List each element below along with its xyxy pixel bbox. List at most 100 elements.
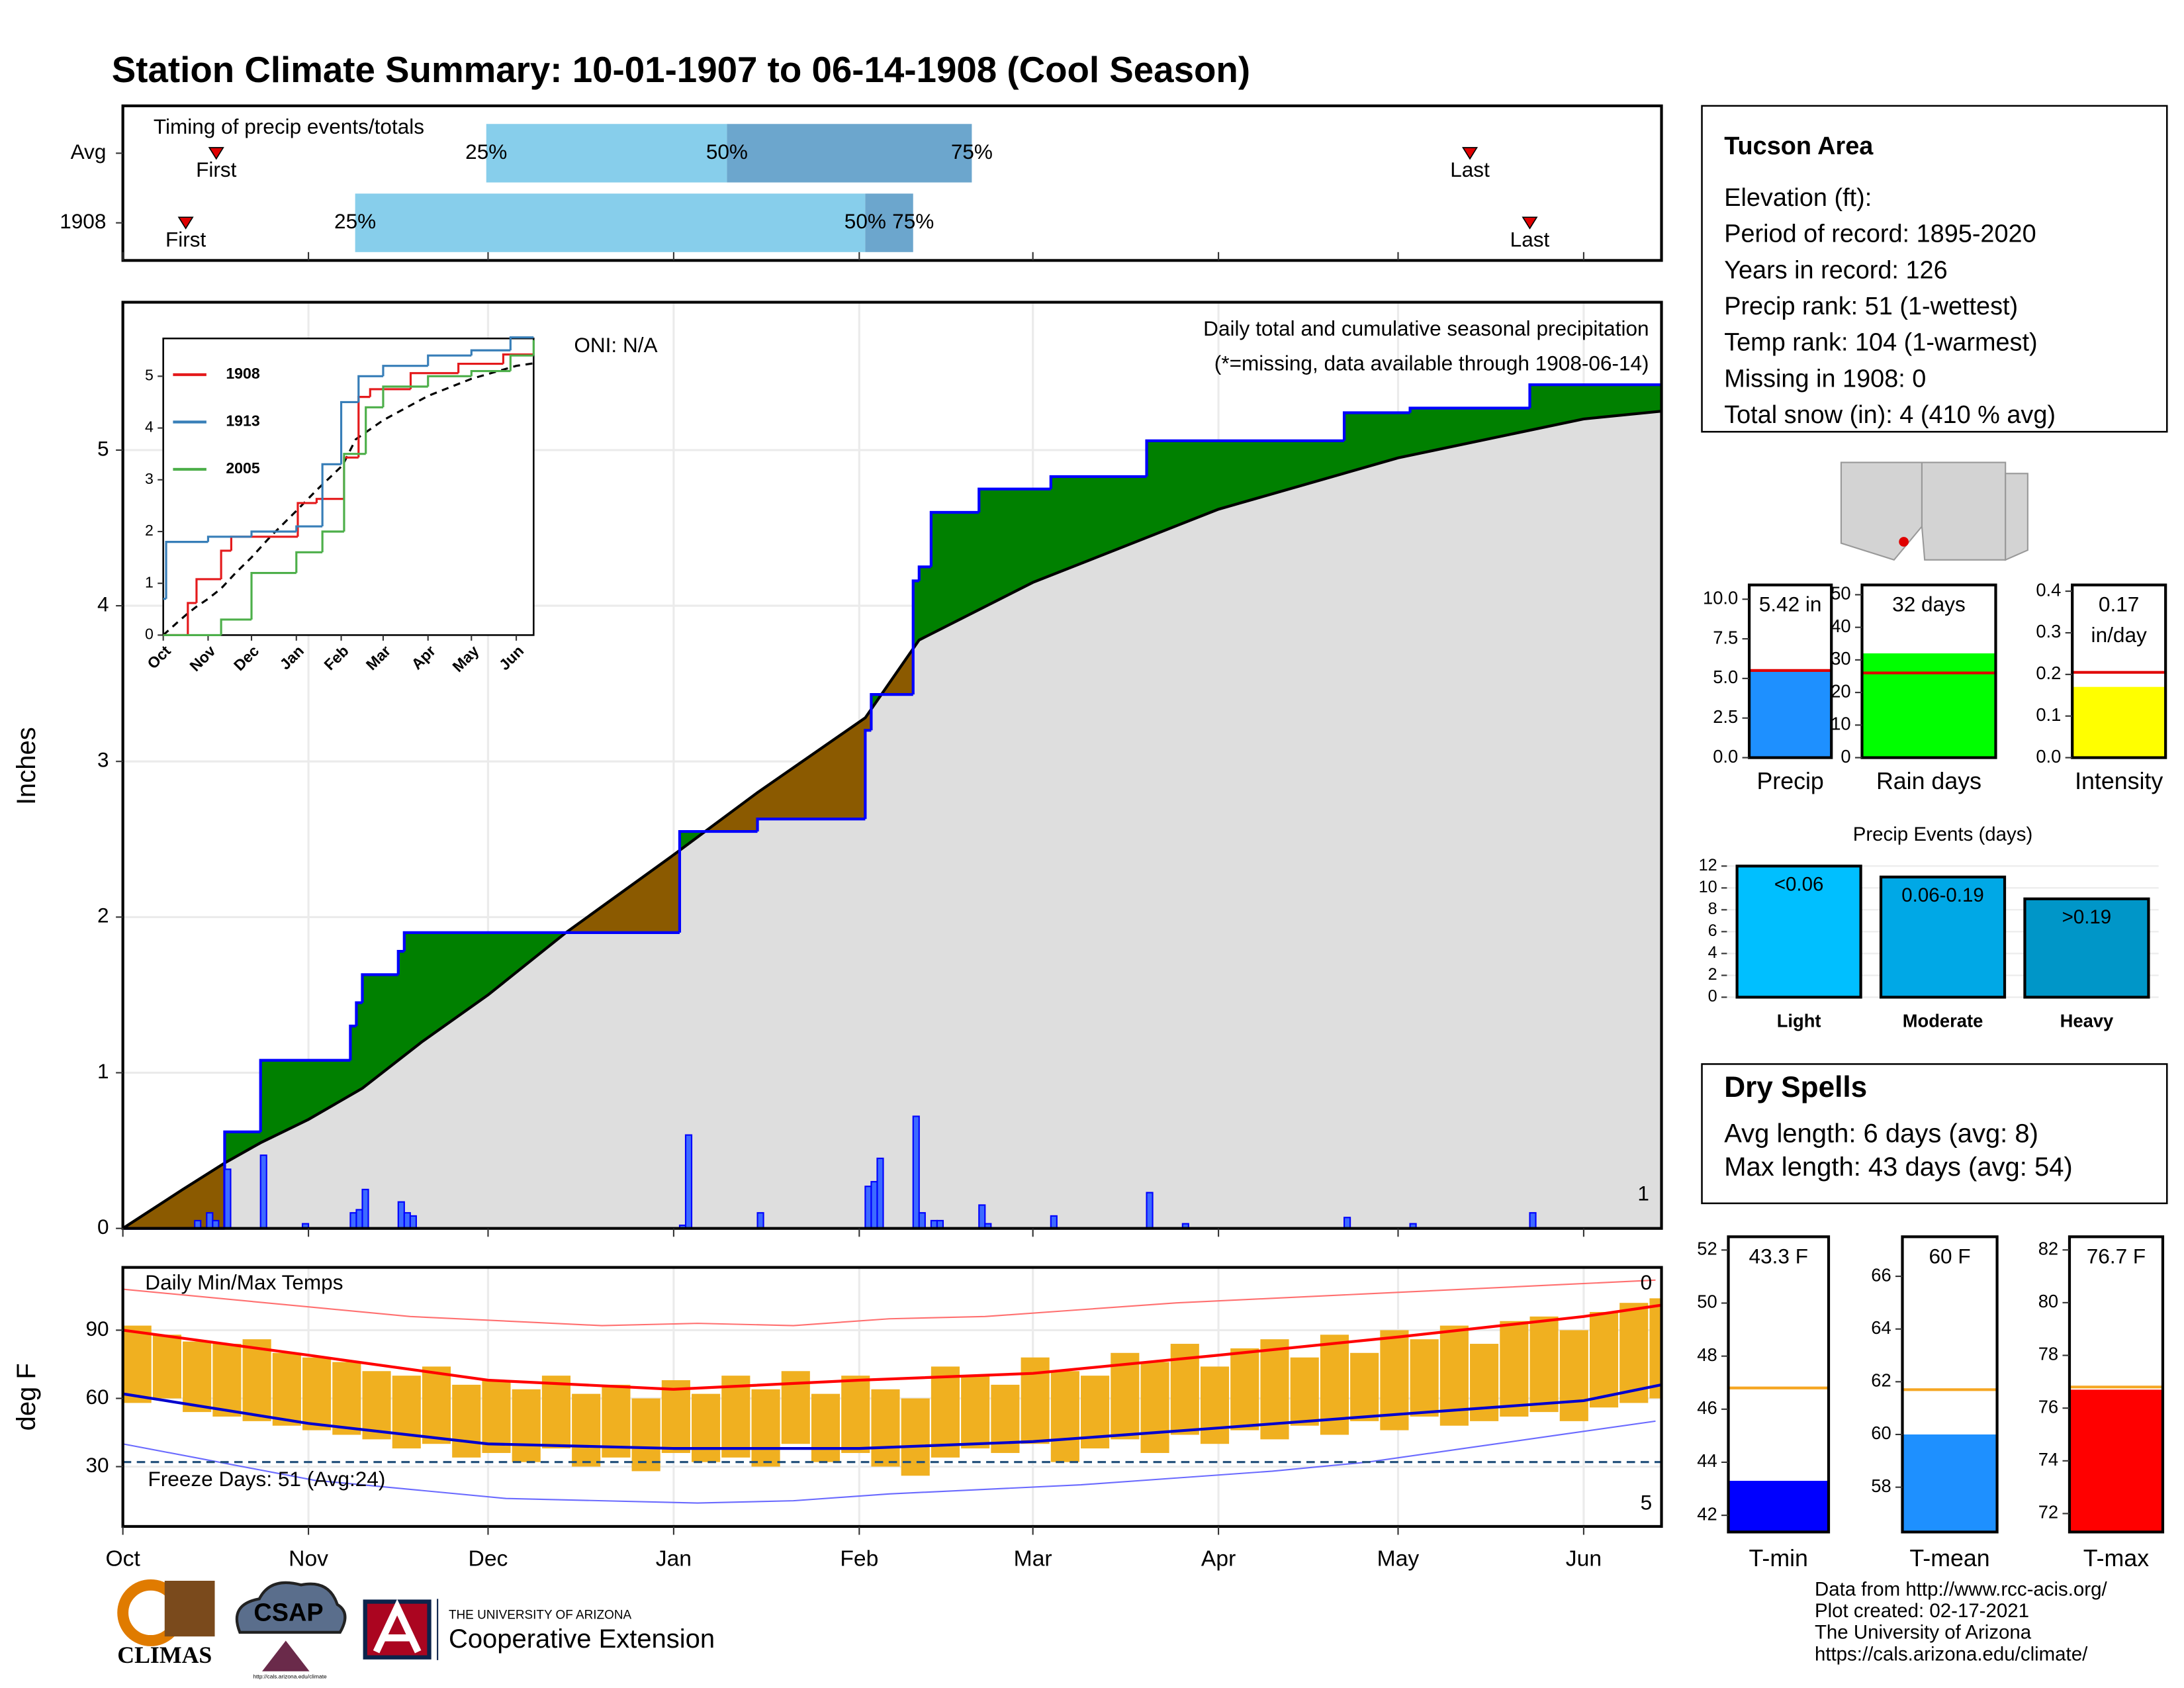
temp-panel-border [121, 1266, 1663, 1528]
info-line: Precip rank: 51 (1-wettest) [1724, 293, 2018, 320]
temp-range-bar [811, 1393, 841, 1462]
gauge-category: T-max [2083, 1545, 2149, 1571]
temp-range-bar [212, 1344, 242, 1417]
daily-precip-bar [355, 1209, 363, 1229]
legend-label: 1908 [226, 365, 260, 382]
y-axis-label: deg F [12, 1363, 41, 1430]
ua-logo-a [373, 1599, 422, 1654]
gauge-category: Intensity [2075, 768, 2163, 794]
gauge-tick-label: 0.0 [2036, 746, 2061, 767]
gauge-tick-label: 66 [1871, 1264, 1891, 1285]
inset-line [340, 400, 359, 465]
y-tick-label: 5 [97, 436, 109, 460]
temp-range-bar [302, 1357, 332, 1430]
gauge-bar [1862, 653, 1996, 758]
temp-range-bar [1140, 1362, 1169, 1453]
ua-small-text: THE UNIVERSITY OF ARIZONA [449, 1609, 632, 1622]
gauge-tick-label: 60 [1871, 1423, 1891, 1443]
inset-line [457, 363, 504, 373]
temp-range-bar [1649, 1298, 1661, 1399]
x-tick-label: May [1377, 1546, 1420, 1571]
gauge-bar [1749, 671, 1832, 758]
event-label: First [165, 227, 206, 251]
cumulative-line [1528, 383, 1662, 408]
dry-spells-box [1701, 1063, 2168, 1205]
cumulative-line [1049, 475, 1147, 489]
gauge-border [1860, 583, 1997, 759]
daily-precip-bar [876, 1157, 884, 1229]
inset-line [220, 618, 252, 635]
gauge-tick-label: 62 [1871, 1370, 1891, 1391]
daily-precip-bar [206, 1212, 214, 1229]
gauge-value-label: 76.7 F [2086, 1244, 2146, 1269]
gauge-bar [1902, 1434, 1997, 1532]
gauge-tick-label: 64 [1871, 1317, 1891, 1338]
info-line: Elevation (ft): [1724, 184, 1872, 212]
quartile-label: 75% [951, 140, 993, 164]
info-box [1701, 105, 2168, 433]
event-label: Last [1510, 227, 1550, 251]
x-tick-label: Mar [1014, 1546, 1052, 1571]
daily-precip-bar [756, 1212, 764, 1229]
temp-range-bar [1021, 1357, 1050, 1444]
gauge-tick-label: 7.5 [1713, 627, 1738, 647]
daily-precip-bar [912, 1115, 920, 1229]
daily-precip-bar [397, 1201, 405, 1229]
cumulative-line [929, 510, 979, 567]
gauge-tick-label: 50 [1831, 583, 1850, 604]
normal-area [224, 411, 1662, 1229]
inset-line [509, 354, 534, 371]
gauge-category: Precip [1756, 768, 1823, 794]
quartile-label: 50% [844, 209, 886, 233]
inset-line [321, 463, 341, 527]
temp-range-bar [901, 1398, 930, 1476]
gauge-border [2071, 583, 2167, 759]
inset-y-tick-label: 1 [145, 573, 154, 590]
gauge-tick-label: 0.3 [2036, 621, 2061, 641]
inset-line [220, 549, 232, 579]
temp-range-bar [1290, 1357, 1319, 1426]
quartile-bar [727, 124, 972, 183]
temp-range-bar [422, 1366, 451, 1444]
inset-line [427, 375, 472, 387]
y-tick-label: 2 [1708, 965, 1717, 984]
cumulative-line [917, 565, 931, 581]
inset-y-tick-label: 5 [145, 366, 154, 383]
temp-range-bar [512, 1389, 541, 1462]
daily-precip-bar [224, 1168, 232, 1229]
value-label-box: 76.7 F [2086, 1244, 2146, 1269]
gauge-border [1747, 583, 1833, 759]
gauge-tick-label: 0.1 [2036, 704, 2061, 725]
temp-range-bar [392, 1376, 421, 1449]
info-line: Total snow (in): 4 (410 % avg) [1724, 401, 2056, 429]
event-bar [1879, 875, 2007, 999]
temp-range-bar [452, 1384, 481, 1458]
y-tick-label: 2 [97, 904, 109, 927]
chart-title: Daily total and cumulative seasonal prec… [1203, 316, 1649, 340]
x-tick-label: Light [1777, 1011, 1821, 1031]
cumulative-line [1408, 406, 1530, 413]
inset-line [165, 541, 208, 599]
inset-line [195, 578, 222, 603]
gauge-tick-label: 10 [1831, 714, 1850, 734]
quartile-bar [486, 124, 727, 183]
temp-range-bar [1410, 1339, 1439, 1417]
bin-label: 0.06-0.19 [1901, 884, 1983, 906]
gauge-bar [2069, 1389, 2163, 1532]
temp-range-bar [332, 1362, 361, 1435]
y-tick-label: 1 [97, 1059, 109, 1083]
csap-logo-mountain [262, 1640, 310, 1671]
inset-line [295, 525, 323, 532]
cumulative-line [870, 693, 913, 731]
footer-line: Plot created: 02-17-2021 [1815, 1600, 2029, 1622]
climas-logo-text: CLIMAS [117, 1642, 212, 1668]
temp-range-bar [183, 1341, 212, 1413]
normal-min-line [122, 1383, 1662, 1450]
y-tick-label: 30 [86, 1453, 109, 1477]
inset-line [382, 385, 428, 408]
daily-precip-bar [864, 1186, 872, 1229]
footer-line: The University of Arizona [1815, 1622, 2032, 1644]
value-label-box: 60 F [1929, 1245, 1970, 1269]
events-title: Precip Events (days) [1853, 823, 2033, 845]
inset-line [470, 349, 511, 356]
